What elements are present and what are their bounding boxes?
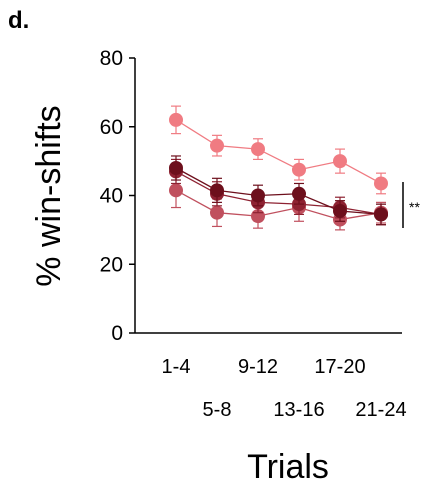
y-tick-label: 60: [100, 116, 123, 139]
data-point: [374, 207, 388, 222]
x-tick-label: 5-8: [203, 399, 232, 421]
y-tick-label: 40: [100, 185, 123, 208]
data-point: [169, 183, 183, 198]
series-4: [169, 155, 388, 226]
data-point: [169, 161, 183, 175]
x-axis-title: Trials: [247, 448, 329, 486]
x-tick-label: 17-20: [314, 356, 365, 378]
x-tick-label: 1-4: [162, 356, 191, 378]
x-tick-label: 13-16: [273, 399, 324, 421]
y-axis-title: % win-shifts: [30, 105, 68, 286]
data-point: [333, 203, 347, 218]
x-ticks: 1-4 5-8 9-12 13-16 17-20 21-24: [162, 356, 407, 421]
y-tick-label: 0: [111, 322, 123, 345]
data-point: [374, 176, 388, 191]
x-tick-label: 9-12: [238, 356, 278, 378]
y-ticks: 0 20 40 60 80: [100, 47, 135, 345]
series-line: [175, 170, 382, 216]
series-1: [169, 105, 388, 195]
data-point: [210, 205, 224, 220]
series-group: [169, 105, 388, 231]
data-point: [292, 186, 306, 201]
x-tick-label: 21-24: [355, 399, 406, 421]
panel-label: d.: [8, 7, 29, 34]
y-tick-label: 80: [100, 47, 123, 70]
series-line: [175, 119, 382, 185]
y-tick-label: 20: [100, 253, 123, 276]
significance-marker: **: [409, 199, 420, 215]
data-point: [251, 142, 265, 157]
data-point: [210, 138, 224, 153]
data-point: [210, 183, 224, 198]
data-point: [333, 154, 347, 169]
data-point: [292, 162, 306, 177]
data-point: [251, 188, 265, 203]
data-point: [169, 112, 183, 127]
